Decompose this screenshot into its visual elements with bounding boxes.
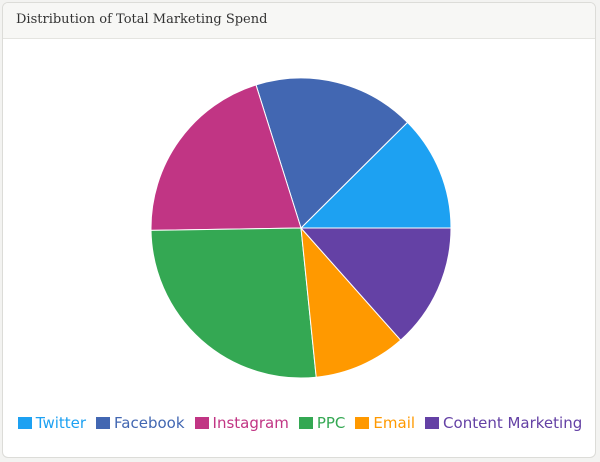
legend-item-content-marketing[interactable]: Content Marketing [425, 414, 582, 432]
pie-slice-facebook[interactable] [255, 77, 409, 229]
legend-item-twitter[interactable]: Twitter [17, 414, 87, 432]
pie-slice-ppc[interactable] [150, 227, 317, 379]
legend-swatch-content-marketing [425, 417, 440, 429]
legend-label-facebook: Facebook [114, 414, 185, 432]
legend-label-instagram: Instagram [212, 414, 289, 432]
chart-area: Twitter Facebook Instagram PPC Email Content … [3, 39, 595, 457]
card-title: Distribution of Total Marketing Spend [3, 3, 595, 39]
legend-swatch-email [355, 417, 370, 429]
pie-slice-email[interactable] [300, 226, 402, 378]
pie-slice-content-marketing[interactable] [299, 227, 452, 341]
legend-swatch-twitter [17, 417, 32, 429]
legend-label-content-marketing: Content Marketing [443, 414, 583, 432]
legend-item-facebook[interactable]: Facebook [96, 414, 185, 432]
pie-chart [150, 77, 452, 379]
legend-label-ppc: PPC [316, 414, 346, 432]
chart-card: Distribution of Total Marketing Spend Tw… [2, 2, 596, 458]
legend-item-instagram[interactable]: Instagram [194, 414, 289, 432]
legend-swatch-ppc [298, 417, 313, 429]
legend-label-twitter: Twitter [35, 414, 87, 432]
pie-slice-instagram[interactable] [150, 84, 302, 231]
legend-item-ppc[interactable]: PPC [298, 414, 346, 432]
legend-swatch-instagram [194, 417, 209, 429]
pie-slice-twitter[interactable] [299, 121, 452, 229]
legend-item-email[interactable]: Email [355, 414, 415, 432]
chart-legend: Twitter Facebook Instagram PPC Email Content … [3, 414, 595, 432]
legend-label-email: Email [373, 414, 416, 432]
legend-swatch-facebook [96, 417, 111, 429]
